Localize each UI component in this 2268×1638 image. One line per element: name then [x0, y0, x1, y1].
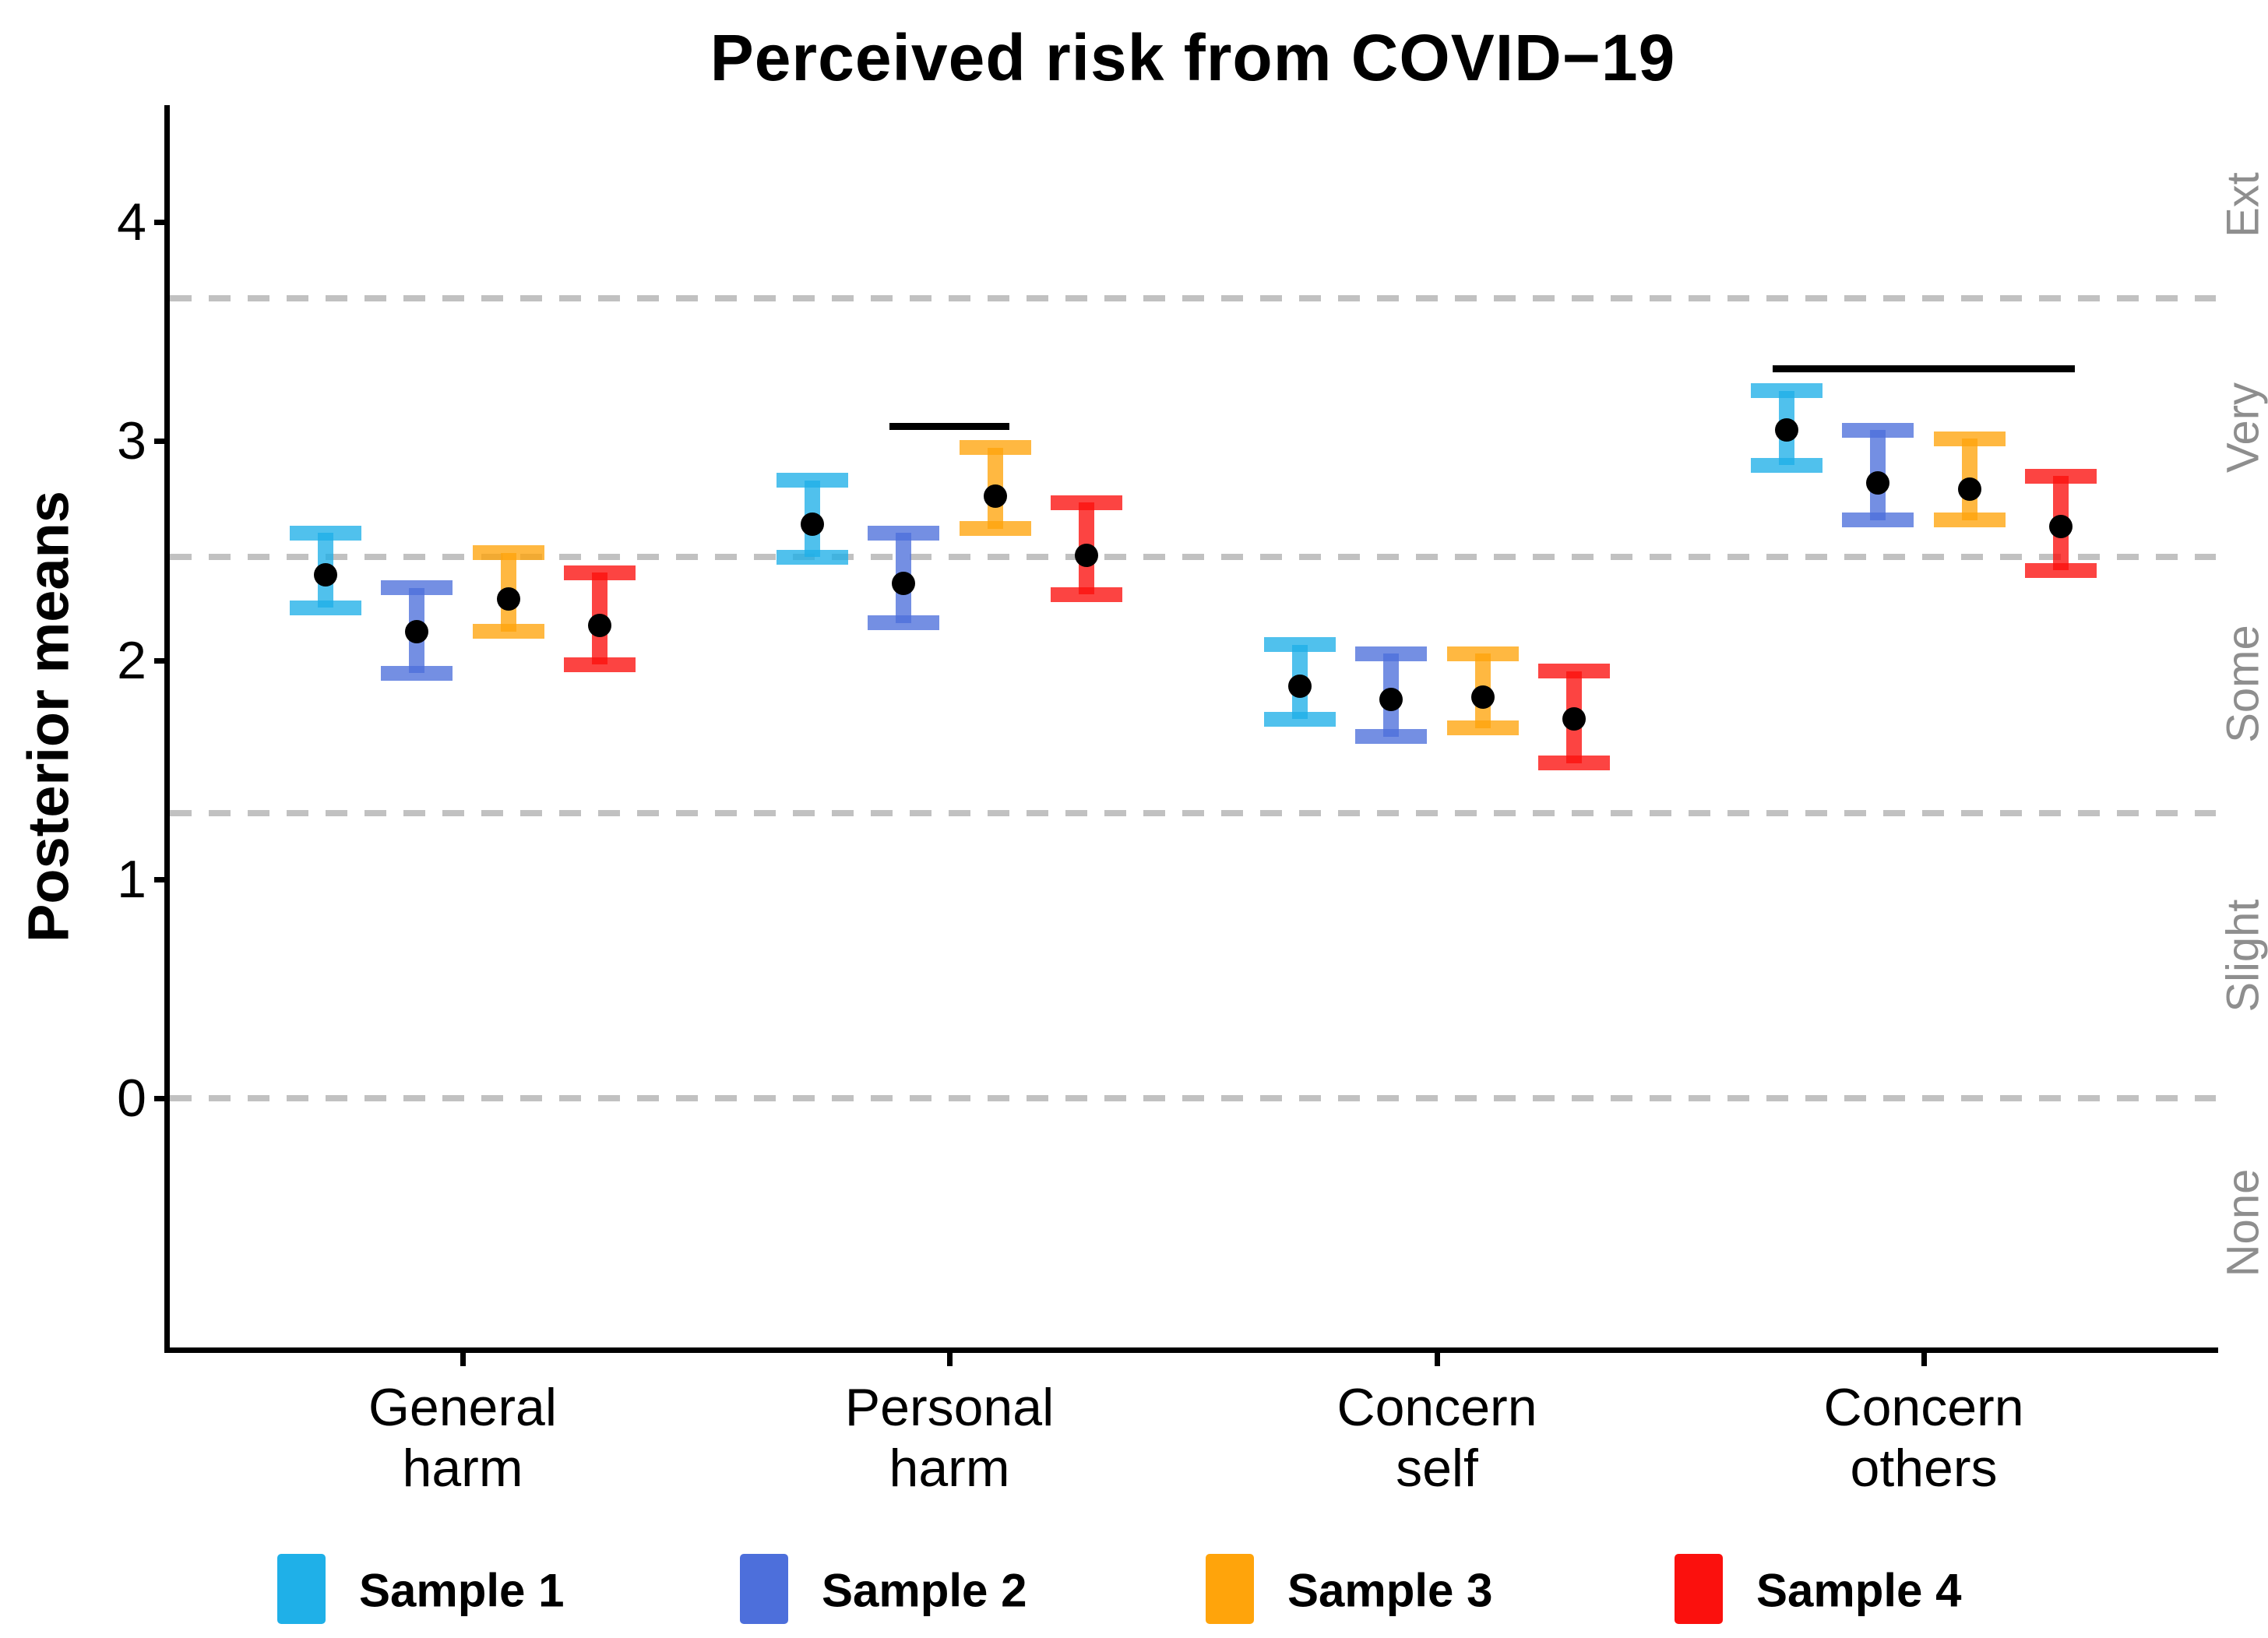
- x-category-label-line: harm: [889, 1439, 1010, 1498]
- errorbar-cap-top: [381, 580, 453, 596]
- posterior-mean-point: [983, 484, 1007, 508]
- y-axis-tick: [154, 876, 170, 882]
- errorbar-cap-top: [1538, 664, 1610, 679]
- errorbar-cap-bottom: [2025, 562, 2097, 578]
- errorbar-cap-bottom: [1842, 513, 1914, 527]
- errorbar-cap-bottom: [1933, 513, 2006, 527]
- legend-label: Sample 2: [822, 1564, 1027, 1617]
- significance-bar: [1773, 365, 2075, 373]
- cutoff-gridline: [170, 554, 2216, 561]
- response-scale-label: Slight: [2217, 899, 2268, 1013]
- errorbar-cap-top: [1051, 495, 1122, 510]
- errorbar-cap-top: [290, 525, 361, 541]
- y-axis-tick: [154, 657, 170, 664]
- posterior-mean-point: [1866, 470, 1890, 495]
- errorbar-cap-bottom: [472, 624, 544, 639]
- x-category-label-line: Concern: [1823, 1378, 2024, 1437]
- errorbar-cap-bottom: [1355, 729, 1428, 745]
- posterior-mean-point: [1562, 707, 1586, 731]
- y-axis-tick: [154, 1096, 170, 1101]
- significance-bar: [889, 422, 1009, 430]
- y-tick-label: 4: [117, 192, 146, 252]
- errorbar-cap-top: [1751, 383, 1822, 399]
- legend-swatch: [1206, 1554, 1254, 1624]
- errorbar-cap-bottom: [777, 549, 848, 565]
- errorbar-cap-bottom: [1264, 711, 1336, 727]
- cutoff-gridline: [170, 1095, 2216, 1101]
- errorbar-cap-bottom: [564, 657, 636, 672]
- x-category-label: Concern self: [1234, 1377, 1639, 1499]
- errorbar-cap-top: [564, 565, 636, 580]
- x-category-label-line: Personal: [844, 1378, 1055, 1437]
- x-axis-line: [164, 1347, 2218, 1353]
- errorbar-cap-top: [1842, 422, 1914, 438]
- errorbar-cap-top: [1446, 646, 1519, 661]
- errorbar-cap-bottom: [1751, 457, 1822, 473]
- errorbar-cap-bottom: [1538, 756, 1610, 771]
- errorbar-cap-bottom: [868, 615, 940, 631]
- errorbar-cap-top: [472, 545, 544, 561]
- posterior-mean-point: [1957, 477, 1981, 502]
- posterior-mean-point: [801, 513, 824, 537]
- x-category-label: Personal harm: [747, 1377, 1152, 1499]
- errorbar-cap-top: [777, 473, 848, 488]
- posterior-mean-point: [2049, 514, 2073, 538]
- response-scale-label: Very: [2217, 382, 2268, 474]
- y-axis-tick: [154, 220, 170, 225]
- x-category-label-line: harm: [402, 1439, 523, 1498]
- legend-swatch: [1675, 1554, 1723, 1624]
- x-category-label-line: Concern: [1336, 1378, 1537, 1437]
- x-axis-tick: [1921, 1353, 1927, 1366]
- cutoff-gridline: [170, 810, 2216, 817]
- response-scale-label: Some: [2217, 625, 2268, 744]
- errorbar-cap-bottom: [959, 521, 1031, 537]
- x-axis-tick: [947, 1353, 953, 1366]
- errorbar-cap-top: [868, 525, 940, 541]
- y-tick-label: 1: [117, 849, 146, 909]
- chart-title: Perceived risk from COVID−19: [710, 21, 1676, 94]
- legend-swatch: [277, 1554, 326, 1624]
- legend-swatch: [740, 1554, 788, 1624]
- posterior-mean-point: [1775, 418, 1798, 442]
- posterior-mean-point: [588, 613, 611, 637]
- posterior-mean-point: [405, 619, 429, 643]
- y-tick-label: 2: [117, 630, 146, 690]
- posterior-mean-point: [1288, 675, 1312, 699]
- posterior-mean-point: [1379, 688, 1403, 712]
- y-tick-label: 0: [117, 1069, 146, 1128]
- errorbar-cap-top: [2025, 468, 2097, 484]
- x-category-label-line: self: [1396, 1439, 1478, 1498]
- posterior-mean-point: [1470, 685, 1495, 710]
- y-axis-line: [164, 105, 170, 1353]
- errorbar-cap-top: [1933, 431, 2006, 446]
- errorbar-cap-bottom: [381, 665, 453, 681]
- posterior-mean-point: [892, 572, 916, 596]
- posterior-mean-point: [496, 587, 520, 611]
- errorbar-cap-bottom: [1051, 587, 1122, 602]
- errorbar-cap-top: [1355, 646, 1428, 661]
- x-category-label: General harm: [260, 1377, 665, 1499]
- errorbar-cap-bottom: [290, 600, 361, 615]
- cutoff-gridline: [170, 295, 2216, 302]
- errorbar-cap-bottom: [1446, 720, 1519, 736]
- errorbar-cap-top: [959, 440, 1031, 456]
- response-scale-label: Ext: [2217, 171, 2268, 238]
- x-category-label-line: others: [1850, 1439, 1998, 1498]
- x-axis-tick: [460, 1353, 466, 1366]
- posterior-mean-point: [314, 562, 337, 587]
- posterior-mean-point: [1075, 543, 1098, 567]
- legend-label: Sample 3: [1287, 1564, 1493, 1617]
- y-axis-tick: [154, 439, 170, 445]
- x-axis-tick: [1435, 1353, 1440, 1366]
- response-scale-label: None: [2217, 1168, 2268, 1277]
- y-tick-label: 3: [117, 411, 146, 471]
- x-category-label-line: General: [368, 1378, 557, 1437]
- errorbar-cap-top: [1264, 637, 1336, 653]
- x-category-label: Concern others: [1721, 1377, 2126, 1499]
- legend-label: Sample 4: [1756, 1564, 1962, 1617]
- legend-label: Sample 1: [359, 1564, 565, 1617]
